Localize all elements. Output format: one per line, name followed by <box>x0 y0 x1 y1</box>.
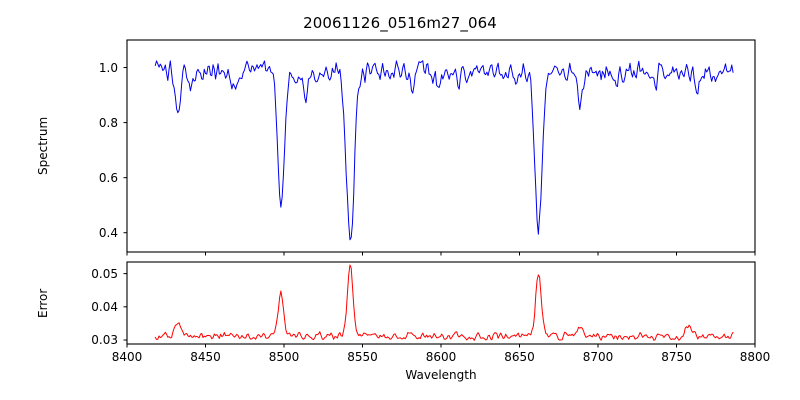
x-tick-label: 8800 <box>739 350 771 364</box>
x-tick-label: 8550 <box>347 350 378 364</box>
x-tick-label: 8750 <box>661 350 692 364</box>
chart-title: 20061126_0516m27_064 <box>303 14 497 32</box>
spectrum-y-tick-label: 1.0 <box>98 60 118 75</box>
spectrum-y-tick-label: 0.4 <box>98 225 118 240</box>
x-tick-label: 8650 <box>504 350 535 364</box>
error-data-line <box>154 264 734 341</box>
error-y-tick-label: 0.04 <box>91 299 118 314</box>
x-tick-label: 8700 <box>582 350 614 364</box>
x-tick-label: 8500 <box>268 350 300 364</box>
spectrum-y-tick-label: 0.6 <box>98 170 118 185</box>
spectrum-y-tick-label: 0.8 <box>98 115 118 130</box>
x-axis-label: Wavelength <box>405 368 477 382</box>
spectrum-data-line <box>154 60 734 241</box>
x-tick-label: 8450 <box>190 350 221 364</box>
x-tick-label: 8600 <box>425 350 457 364</box>
error-panel-frame <box>126 261 756 345</box>
error-y-tick-label: 0.03 <box>91 333 118 348</box>
x-tick-label: 8400 <box>111 350 143 364</box>
error-y-tick-label: 0.05 <box>91 266 118 281</box>
